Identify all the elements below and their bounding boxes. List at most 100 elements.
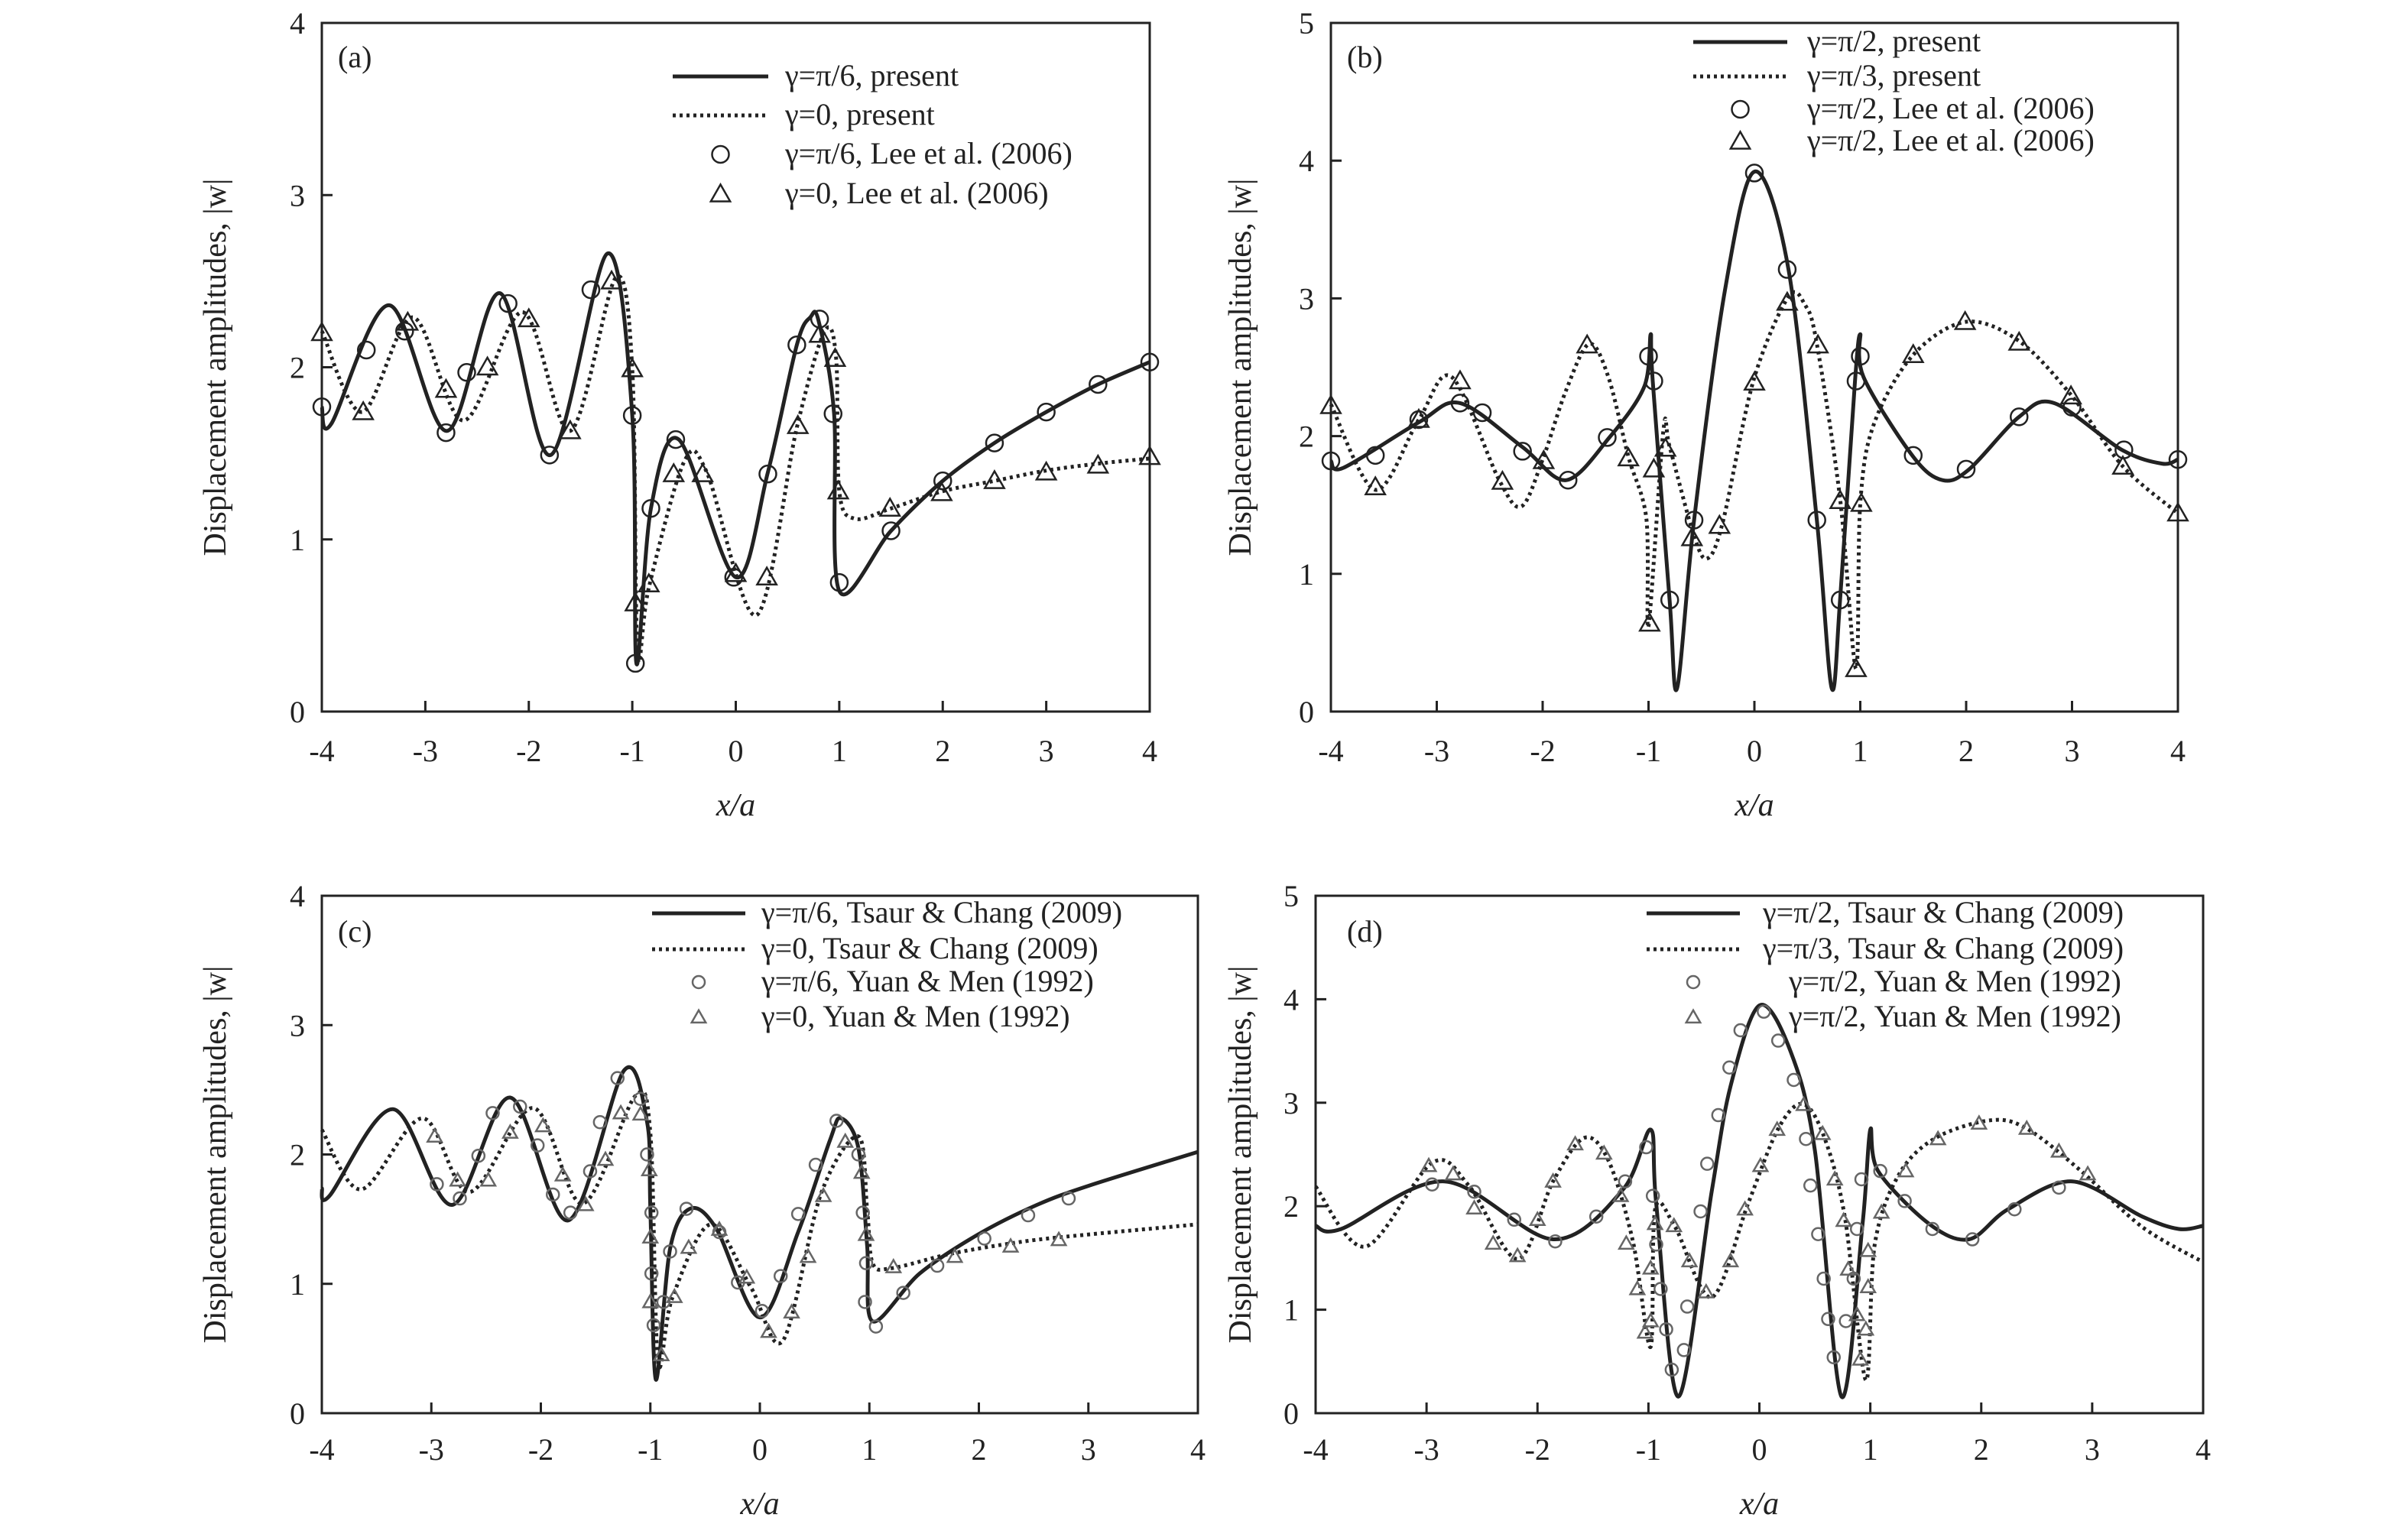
triangle-marker — [1449, 369, 1472, 390]
circle-marker — [644, 1266, 659, 1281]
circle-marker — [581, 280, 601, 300]
triangle-marker — [641, 1228, 660, 1244]
triangle-marker — [930, 481, 953, 501]
circle-marker — [1660, 590, 1679, 610]
triangle-marker — [738, 1268, 756, 1284]
panel-b: -4 -3 -2 -1 0 1 2 3 4 0 1 2 3 4 5 x/a Displacement ampli… — [1223, 6, 2189, 823]
circle-marker — [1467, 1184, 1481, 1199]
triangle-marker — [808, 323, 831, 343]
legend-label: γ=π/2, Lee et al. (2006) — [1806, 91, 2095, 125]
triangle-marker — [1859, 1241, 1877, 1257]
triangle-marker — [1851, 1350, 1869, 1366]
circle-marker — [1733, 1023, 1748, 1038]
circle-marker — [453, 1191, 467, 1206]
circle-marker — [1803, 1178, 1818, 1193]
legend-label: γ=π/6, Yuan & Men (1992) — [761, 964, 1094, 998]
triangle-marker — [1829, 489, 1851, 510]
circle-marker — [1472, 403, 1492, 423]
circle-marker — [1744, 164, 1764, 183]
triangle-marker — [1544, 1172, 1562, 1188]
triangle-marker — [1617, 1234, 1635, 1250]
y-tick-label: 1 — [290, 1267, 305, 1302]
legend-entry: γ=π/2, Lee et al. (2006) — [1731, 91, 2095, 125]
triangle-marker — [665, 1287, 683, 1303]
y-tick-label: 2 — [290, 351, 305, 385]
circle-marker — [1558, 471, 1578, 490]
triangle-marker — [2007, 330, 2031, 351]
triangle-marker — [1835, 1211, 1853, 1227]
circle-marker — [625, 653, 645, 673]
y-tick-label: 1 — [290, 523, 305, 557]
circle-marker — [666, 430, 686, 449]
circle-marker — [1807, 511, 1826, 530]
panel-label: (a) — [338, 40, 372, 74]
series-line — [1329, 170, 2179, 692]
circle-marker — [646, 1318, 661, 1333]
circle-marker — [1598, 428, 1617, 447]
triangle-marker — [1680, 1252, 1699, 1268]
circle-marker — [640, 1147, 654, 1162]
legend-entry: γ=π/3, Tsaur & Chang (2009) — [1647, 931, 2124, 965]
x-tick-label: -2 — [1530, 734, 1555, 768]
panel-label: (b) — [1347, 40, 1383, 74]
x-tick-label: -1 — [638, 1432, 663, 1467]
triangle-marker — [724, 562, 748, 582]
legend-label: γ=π/6, Lee et al. (2006) — [784, 136, 1073, 170]
x-tick-label: 4 — [2195, 1432, 2211, 1467]
triangle-marker — [576, 1195, 595, 1211]
legend-entry: γ=0, present — [673, 97, 935, 131]
triangle-marker — [983, 469, 1006, 489]
legend-entry: γ=π/2, Lee et al. (2006) — [1728, 123, 2095, 157]
circle-marker — [851, 1147, 866, 1162]
circle-marker — [430, 1177, 444, 1192]
y-tick-label: 0 — [290, 1396, 305, 1431]
legend-label: γ=π/3, Tsaur & Chang (2009) — [1762, 931, 2124, 965]
legend-label: γ=π/2, Yuan & Men (1992) — [1788, 964, 2121, 998]
triangle-marker — [1642, 457, 1666, 478]
series-solid — [320, 1065, 1199, 1382]
triangle-marker — [1086, 453, 1110, 474]
triangle-marker — [1001, 1237, 1020, 1253]
triangle-marker — [783, 1303, 800, 1319]
circle-marker — [1644, 371, 1663, 391]
triangle-marker — [637, 572, 660, 593]
x-tick-label: 4 — [2170, 734, 2186, 768]
circle-marker — [1757, 1004, 1771, 1019]
triangle-marker — [680, 1238, 698, 1254]
circle-marker — [1548, 1234, 1563, 1249]
y-tick-label: 3 — [290, 178, 305, 212]
triangle-marker — [1839, 1260, 1857, 1276]
triangle-marker — [1364, 475, 1387, 496]
series-line — [320, 1065, 1199, 1382]
circle-marker — [858, 1295, 872, 1309]
legend-label: γ=0, Yuan & Men (1992) — [761, 999, 1070, 1033]
y-tick-label: 3 — [1284, 1086, 1299, 1120]
y-axis-label: Displacement amplitudes, |w| — [198, 966, 233, 1344]
x-tick-label: 1 — [1853, 734, 1868, 768]
x-tick-label: 0 — [752, 1432, 768, 1467]
triangle-marker — [1743, 371, 1766, 391]
circle-marker — [1321, 451, 1341, 471]
y-tick-label: 4 — [1299, 144, 1314, 178]
triangle-marker — [1722, 1252, 1740, 1268]
legend-entry: γ=0, Lee et al. (2006) — [709, 176, 1049, 210]
x-tick-label: 3 — [1039, 734, 1054, 768]
series-line — [320, 274, 1150, 665]
x-tick-label: -2 — [1525, 1432, 1550, 1467]
triangle-marker — [1751, 1156, 1770, 1172]
circle-marker — [1830, 590, 1850, 610]
triangle-marker — [1407, 407, 1430, 428]
triangle-marker — [1628, 1279, 1647, 1295]
series-triangle — [1420, 1095, 2097, 1366]
circle-marker — [1799, 1131, 1813, 1146]
triangle-marker — [691, 462, 714, 482]
circle-marker — [1787, 1072, 1801, 1088]
circle-marker — [810, 310, 829, 329]
legend-entry: γ=π/6, present — [673, 58, 959, 92]
triangle-marker — [1034, 460, 1058, 481]
triangle-marker — [1872, 1203, 1890, 1219]
x-tick-label: 4 — [1190, 1432, 1206, 1467]
circle-marker — [1653, 1282, 1668, 1296]
x-tick-label: -3 — [1413, 1432, 1439, 1467]
